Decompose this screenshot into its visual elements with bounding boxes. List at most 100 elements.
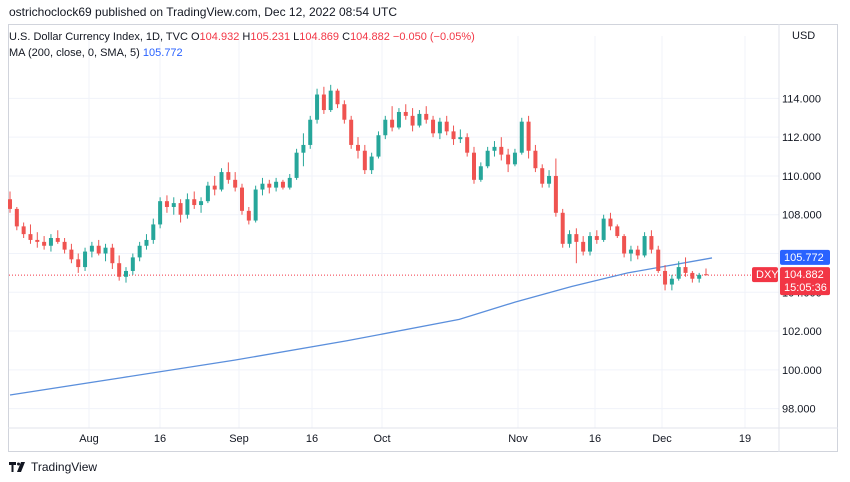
candle-body[interactable]	[130, 257, 135, 271]
candle-body[interactable]	[704, 274, 708, 276]
currency-label[interactable]: USD	[792, 30, 816, 42]
candle-body[interactable]	[35, 239, 40, 242]
candle-body[interactable]	[697, 274, 702, 279]
candle-body[interactable]	[622, 236, 627, 254]
candle-body[interactable]	[588, 236, 592, 252]
candle-body[interactable]	[205, 185, 210, 202]
ma-line[interactable]	[9, 257, 713, 396]
candle-body[interactable]	[669, 278, 674, 285]
candle-body[interactable]	[267, 183, 272, 188]
candle-body[interactable]	[89, 245, 94, 252]
candle-body[interactable]	[199, 201, 204, 206]
candle-body[interactable]	[628, 249, 633, 254]
candle-body[interactable]	[560, 212, 565, 244]
candle-body[interactable]	[342, 104, 347, 120]
candle-body[interactable]	[321, 94, 326, 111]
candle-body[interactable]	[431, 119, 436, 134]
candle-body[interactable]	[369, 156, 374, 171]
candle-body[interactable]	[472, 152, 476, 180]
candle-body[interactable]	[240, 187, 244, 211]
candle-body[interactable]	[226, 172, 231, 180]
candle-body[interactable]	[356, 144, 360, 151]
candle-body[interactable]	[219, 172, 224, 190]
candle-body[interactable]	[465, 137, 470, 153]
candle-body[interactable]	[608, 218, 613, 227]
candle-body[interactable]	[553, 175, 558, 213]
candle-body[interactable]	[233, 179, 238, 188]
candle-body[interactable]	[642, 236, 647, 256]
candle-body[interactable]	[287, 177, 292, 188]
candle-body[interactable]	[137, 245, 142, 258]
candle-body[interactable]	[14, 208, 19, 227]
candle-body[interactable]	[676, 267, 681, 279]
candle-body[interactable]	[171, 203, 176, 207]
candle-body[interactable]	[315, 94, 320, 120]
candle-body[interactable]	[164, 201, 169, 207]
candle-body[interactable]	[485, 150, 490, 167]
candle-body[interactable]	[533, 150, 538, 169]
candle-body[interactable]	[656, 249, 661, 271]
candle-body[interactable]	[663, 270, 668, 285]
candle-body[interactable]	[28, 234, 33, 240]
candle-body[interactable]	[581, 241, 586, 252]
candle-body[interactable]	[690, 272, 695, 279]
candle-body[interactable]	[396, 111, 401, 128]
candle-body[interactable]	[21, 226, 26, 235]
candle-body[interactable]	[458, 137, 463, 140]
candle-body[interactable]	[451, 131, 456, 140]
candle-body[interactable]	[48, 238, 53, 246]
candle-body[interactable]	[424, 113, 429, 120]
candle-body[interactable]	[76, 259, 81, 268]
candle-body[interactable]	[294, 152, 299, 178]
candle-body[interactable]	[540, 168, 545, 184]
candle-body[interactable]	[390, 119, 395, 128]
candle-body[interactable]	[55, 238, 60, 242]
candle-body[interactable]	[103, 247, 108, 254]
candle-body[interactable]	[635, 249, 640, 256]
candle-body[interactable]	[383, 119, 388, 136]
candle-body[interactable]	[512, 152, 517, 165]
candle-body[interactable]	[547, 175, 552, 184]
candle-body[interactable]	[519, 121, 524, 153]
candle-body[interactable]	[280, 181, 285, 188]
candle-body[interactable]	[178, 203, 183, 215]
candle-body[interactable]	[144, 239, 149, 246]
candle-body[interactable]	[574, 234, 579, 242]
candle-body[interactable]	[649, 236, 654, 250]
candle-body[interactable]	[444, 121, 449, 132]
candle-body[interactable]	[417, 113, 422, 126]
candle-body[interactable]	[246, 210, 251, 221]
candle-body[interactable]	[594, 236, 599, 240]
candle-body[interactable]	[124, 270, 128, 277]
candle-body[interactable]	[410, 115, 415, 126]
candle-body[interactable]	[683, 267, 688, 273]
candle-body[interactable]	[253, 189, 258, 221]
candle-body[interactable]	[8, 199, 12, 209]
candle-body[interactable]	[62, 241, 67, 250]
candle-body[interactable]	[42, 241, 47, 246]
candle-body[interactable]	[506, 154, 511, 165]
candle-body[interactable]	[69, 249, 74, 260]
candle-body[interactable]	[601, 218, 606, 240]
candle-body[interactable]	[212, 185, 217, 190]
candle-body[interactable]	[96, 245, 101, 254]
candle-body[interactable]	[151, 224, 156, 240]
candle-body[interactable]	[526, 121, 531, 151]
candle-body[interactable]	[362, 150, 367, 171]
candle-body[interactable]	[335, 90, 340, 105]
candle-body[interactable]	[185, 199, 190, 215]
candle-body[interactable]	[349, 119, 354, 145]
candle-body[interactable]	[499, 146, 504, 155]
candle-body[interactable]	[437, 121, 442, 134]
candle-body[interactable]	[403, 111, 408, 116]
candle-body[interactable]	[492, 146, 497, 151]
candle-body[interactable]	[376, 135, 381, 157]
candle-body[interactable]	[274, 181, 279, 188]
candle-body[interactable]	[83, 251, 88, 268]
candle-body[interactable]	[567, 234, 572, 244]
candle-body[interactable]	[158, 201, 163, 225]
candle-body[interactable]	[117, 263, 122, 277]
candle-body[interactable]	[260, 183, 265, 190]
candle-body[interactable]	[110, 247, 115, 264]
